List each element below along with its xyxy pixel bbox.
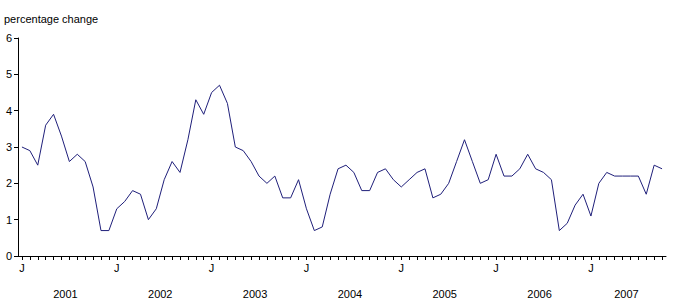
svg-text:0: 0 bbox=[6, 250, 12, 262]
svg-text:6: 6 bbox=[6, 32, 12, 44]
svg-text:J: J bbox=[114, 262, 120, 274]
svg-text:J: J bbox=[399, 262, 405, 274]
svg-text:2001: 2001 bbox=[53, 288, 77, 300]
svg-text:5: 5 bbox=[6, 68, 12, 80]
svg-text:2007: 2007 bbox=[614, 288, 638, 300]
svg-text:percentage change: percentage change bbox=[4, 13, 98, 25]
svg-text:2: 2 bbox=[6, 177, 12, 189]
svg-text:1: 1 bbox=[6, 214, 12, 226]
svg-text:2004: 2004 bbox=[338, 288, 362, 300]
svg-text:2003: 2003 bbox=[243, 288, 267, 300]
svg-text:2002: 2002 bbox=[148, 288, 172, 300]
svg-text:J: J bbox=[588, 262, 594, 274]
svg-text:J: J bbox=[493, 262, 499, 274]
svg-text:2005: 2005 bbox=[432, 288, 456, 300]
svg-text:J: J bbox=[304, 262, 310, 274]
svg-text:4: 4 bbox=[6, 105, 12, 117]
svg-text:3: 3 bbox=[6, 141, 12, 153]
svg-text:2006: 2006 bbox=[527, 288, 551, 300]
svg-text:J: J bbox=[19, 262, 25, 274]
svg-text:J: J bbox=[209, 262, 215, 274]
